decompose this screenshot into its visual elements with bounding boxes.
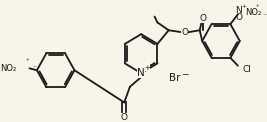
Text: NO₂: NO₂ bbox=[0, 64, 16, 73]
Text: O: O bbox=[199, 14, 206, 23]
Text: +: + bbox=[241, 4, 246, 9]
Text: Br: Br bbox=[169, 73, 181, 83]
Text: O: O bbox=[181, 28, 188, 37]
Text: N: N bbox=[137, 68, 145, 78]
Text: Cl: Cl bbox=[243, 65, 252, 74]
Text: −: − bbox=[180, 70, 188, 79]
Text: O: O bbox=[121, 113, 128, 122]
Text: ⁻: ⁻ bbox=[262, 12, 266, 21]
Text: ⁺: ⁺ bbox=[26, 59, 29, 65]
Text: N: N bbox=[235, 6, 242, 15]
Text: O: O bbox=[235, 13, 242, 22]
Text: ⁻: ⁻ bbox=[32, 64, 36, 73]
Text: +: + bbox=[144, 65, 150, 71]
Text: NO₂: NO₂ bbox=[245, 8, 262, 17]
Text: ⁺: ⁺ bbox=[256, 5, 260, 11]
